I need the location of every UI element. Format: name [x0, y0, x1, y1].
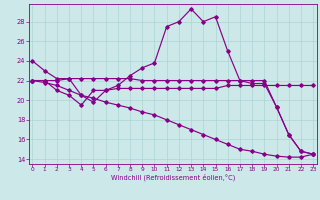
X-axis label: Windchill (Refroidissement éolien,°C): Windchill (Refroidissement éolien,°C) — [111, 174, 235, 181]
